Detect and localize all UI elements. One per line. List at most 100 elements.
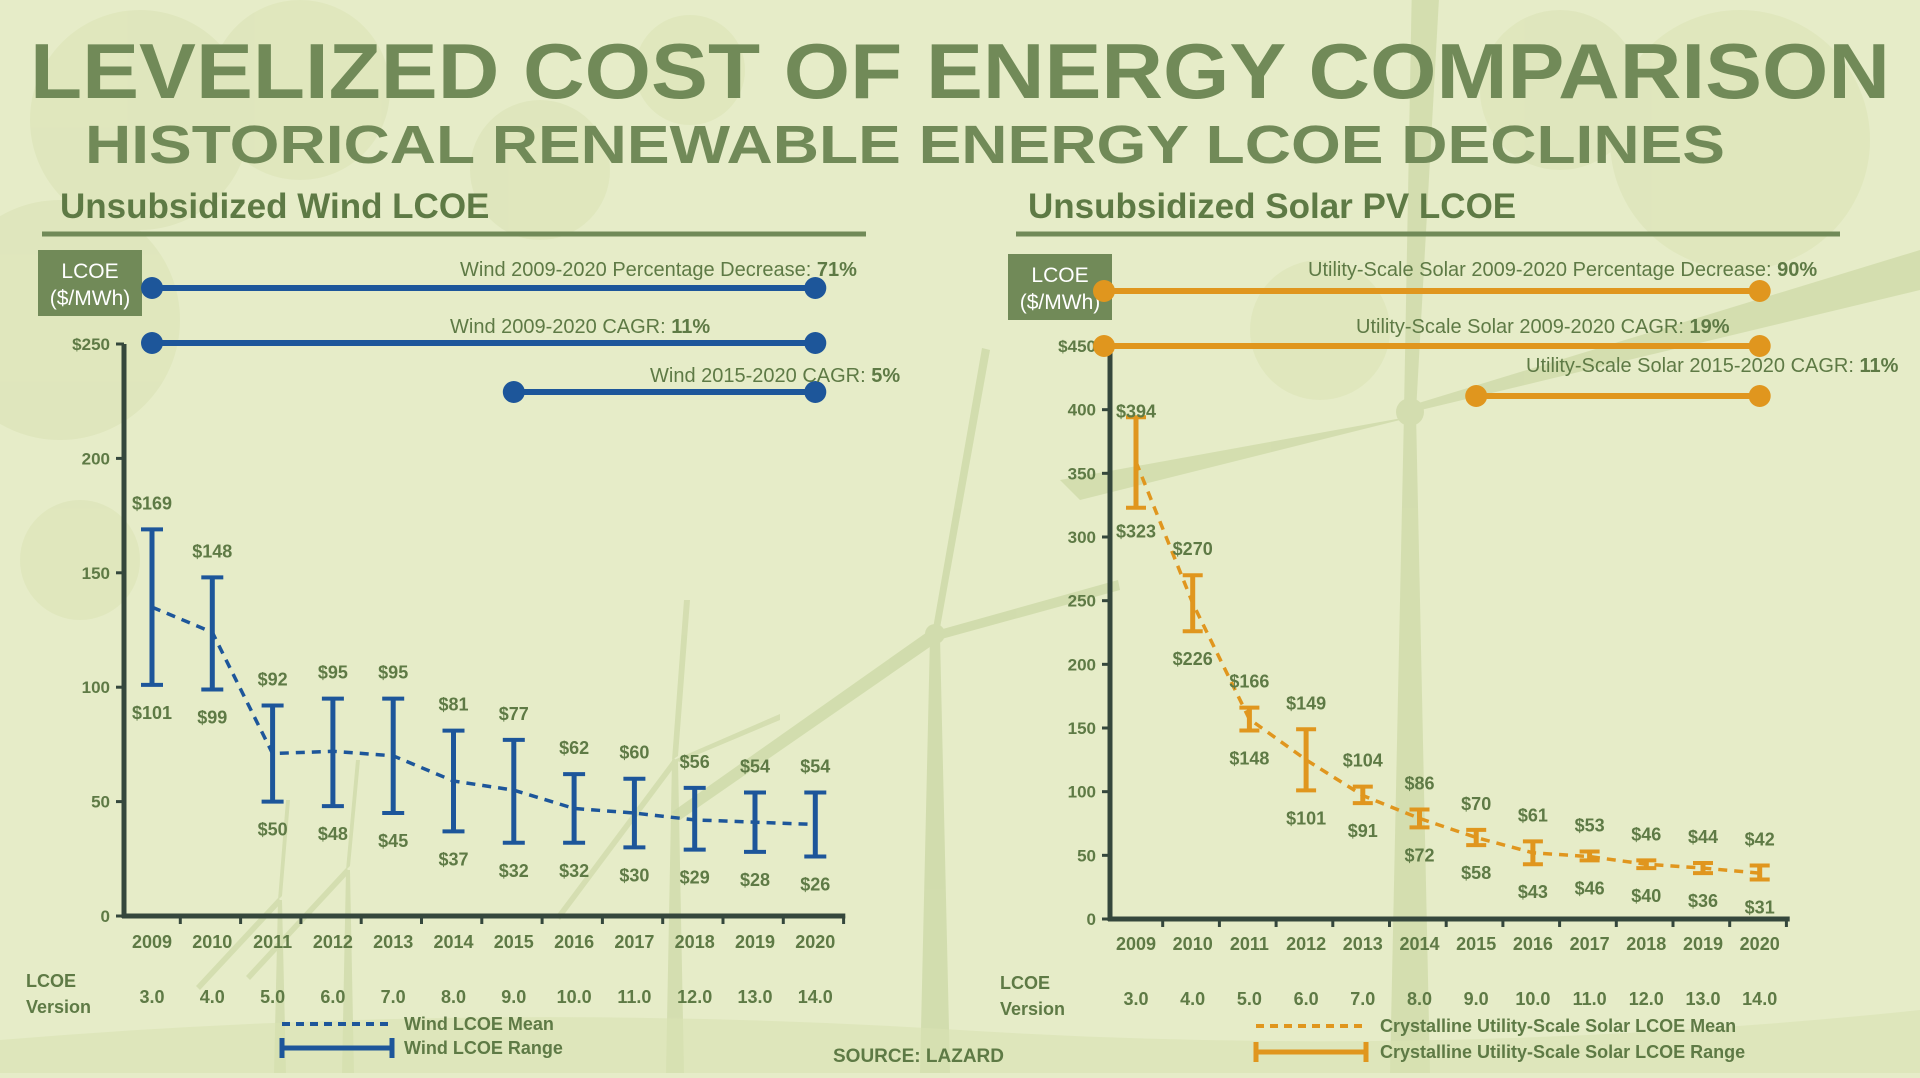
x-tick-label: 2010 [192,932,232,952]
version-label: 9.0 [501,987,526,1007]
range-low-label: $46 [1575,878,1605,898]
annotation-text: Wind 2009-2020 CAGR: [450,316,671,338]
ylabel-line1: LCOE [1031,264,1088,287]
x-tick-label: 2012 [313,932,353,952]
version-label: 6.0 [1294,989,1319,1009]
x-tick-label: 2020 [1740,934,1780,954]
y-tick-label: 0 [101,907,110,926]
range-high-label: $95 [318,663,348,683]
version-label: 3.0 [1123,989,1148,1009]
x-tick-label: 2020 [795,932,835,952]
wind-chart: Unsubsidized Wind LCOE LCOE ($/MWh) 0 50 100 1… [26,187,900,1058]
range-high-label: $77 [499,704,529,724]
range-high-label: $53 [1575,816,1605,836]
ground-wave [0,1010,1920,1073]
solar-range-bar [1466,827,1487,848]
range-low-label: $32 [499,861,529,881]
annotation-text: Utility-Scale Solar 2009-2020 Percentage… [1308,259,1777,281]
range-high-label: $54 [800,756,830,776]
range-high-label: $56 [680,752,710,772]
y-tick-label: 50 [91,793,110,812]
solar-legend: Crystalline Utility-Scale Solar LCOE Mea… [1253,1016,1745,1062]
solar-range-bar [1182,573,1203,634]
source-label: SOURCE: LAZARD [833,1046,1004,1067]
y-tick-label: 400 [1068,401,1096,420]
ylabel-line1: LCOE [61,260,118,283]
wind-range-bar [321,696,344,809]
annotation-value: 11% [1859,355,1898,377]
annotation-label: Wind 2009-2020 Percentage Decrease: 71% [460,259,857,281]
range-high-label: $270 [1173,539,1213,559]
range-low-label: $50 [258,820,288,840]
range-low-label: $148 [1229,749,1269,769]
annotation-label: Utility-Scale Solar 2015-2020 CAGR: 11% [1526,355,1899,377]
range-low-label: $58 [1461,863,1491,883]
range-low-label: $28 [740,870,770,890]
wind-legend: Wind LCOE Mean Wind LCOE Range [279,1014,563,1058]
annotation-end-dot [804,332,827,354]
solar-range-bar [1126,415,1146,510]
x-tick-label: 2013 [373,932,413,952]
y-tick-label: 350 [1068,464,1096,483]
version-row-title: LCOE [26,971,76,991]
y-tick-label: $250 [72,335,110,354]
y-tick-label: 150 [82,564,110,583]
x-tick-label: 2012 [1286,934,1326,954]
solar-chart-title: Unsubsidized Solar PV LCOE [1028,187,1516,226]
wind-ylabel-badge: LCOE ($/MWh) [38,250,142,316]
range-low-label: $45 [378,831,408,851]
x-tick-label: 2019 [1683,934,1723,954]
wind-range-bar [563,772,586,845]
range-low-label: $323 [1116,522,1156,542]
x-tick-label: 2014 [1399,934,1439,954]
annotation-label: Wind 2009-2020 CAGR: 11% [450,316,710,338]
annotation-value: 90% [1777,259,1817,281]
solar-range-bar [1352,784,1373,806]
wind-range-bar [623,776,646,850]
version-row-title: Version [1000,999,1065,1019]
annotation-text: Wind 2015-2020 CAGR: [650,365,871,387]
y-tick-label: $450 [1058,337,1096,356]
legend-mean-label: Wind LCOE Mean [404,1014,554,1034]
version-label: 6.0 [320,987,345,1007]
wind-range-bar [804,790,827,859]
x-tick-label: 2018 [1626,934,1666,954]
version-label: 7.0 [1350,989,1375,1009]
turbine-large [1060,0,1920,1073]
x-tick-label: 2016 [1513,934,1553,954]
range-low-label: $31 [1745,898,1775,918]
range-low-label: $99 [197,707,227,727]
wind-range-bar [382,696,405,816]
version-label: 9.0 [1464,989,1489,1009]
annotation-start-dot [1093,335,1115,357]
version-label: 14.0 [798,987,833,1007]
annotation-value: 19% [1689,316,1729,338]
solar-mean-line [1134,461,1760,875]
wind-chart-title: Unsubsidized Wind LCOE [60,187,489,226]
wind-range-bar [261,703,284,804]
version-label: 8.0 [1407,989,1432,1009]
wind-range-bar [502,737,525,845]
range-high-label: $169 [132,493,172,513]
annotation-end-dot [1748,280,1771,302]
version-row-title: LCOE [1000,973,1050,993]
version-label: 10.0 [557,987,592,1007]
solar-range-bar [1636,858,1657,871]
solar-range-bar [1579,849,1600,863]
solar-range-bar [1239,705,1260,733]
range-high-label: $60 [619,743,649,763]
version-label: 12.0 [1629,989,1664,1009]
ylabel-badge-box [38,250,142,316]
x-tick-label: 2015 [494,932,534,952]
range-high-label: $61 [1518,805,1548,825]
turbine-small [196,600,780,1073]
wind-range-bar [141,527,163,687]
wind-range-bar [442,728,465,834]
y-tick-label: 100 [82,678,110,697]
x-tick-label: 2017 [614,932,654,952]
turbine-medium [672,348,1120,1073]
solar-range-bar [1693,860,1713,876]
version-label: 13.0 [737,987,772,1007]
